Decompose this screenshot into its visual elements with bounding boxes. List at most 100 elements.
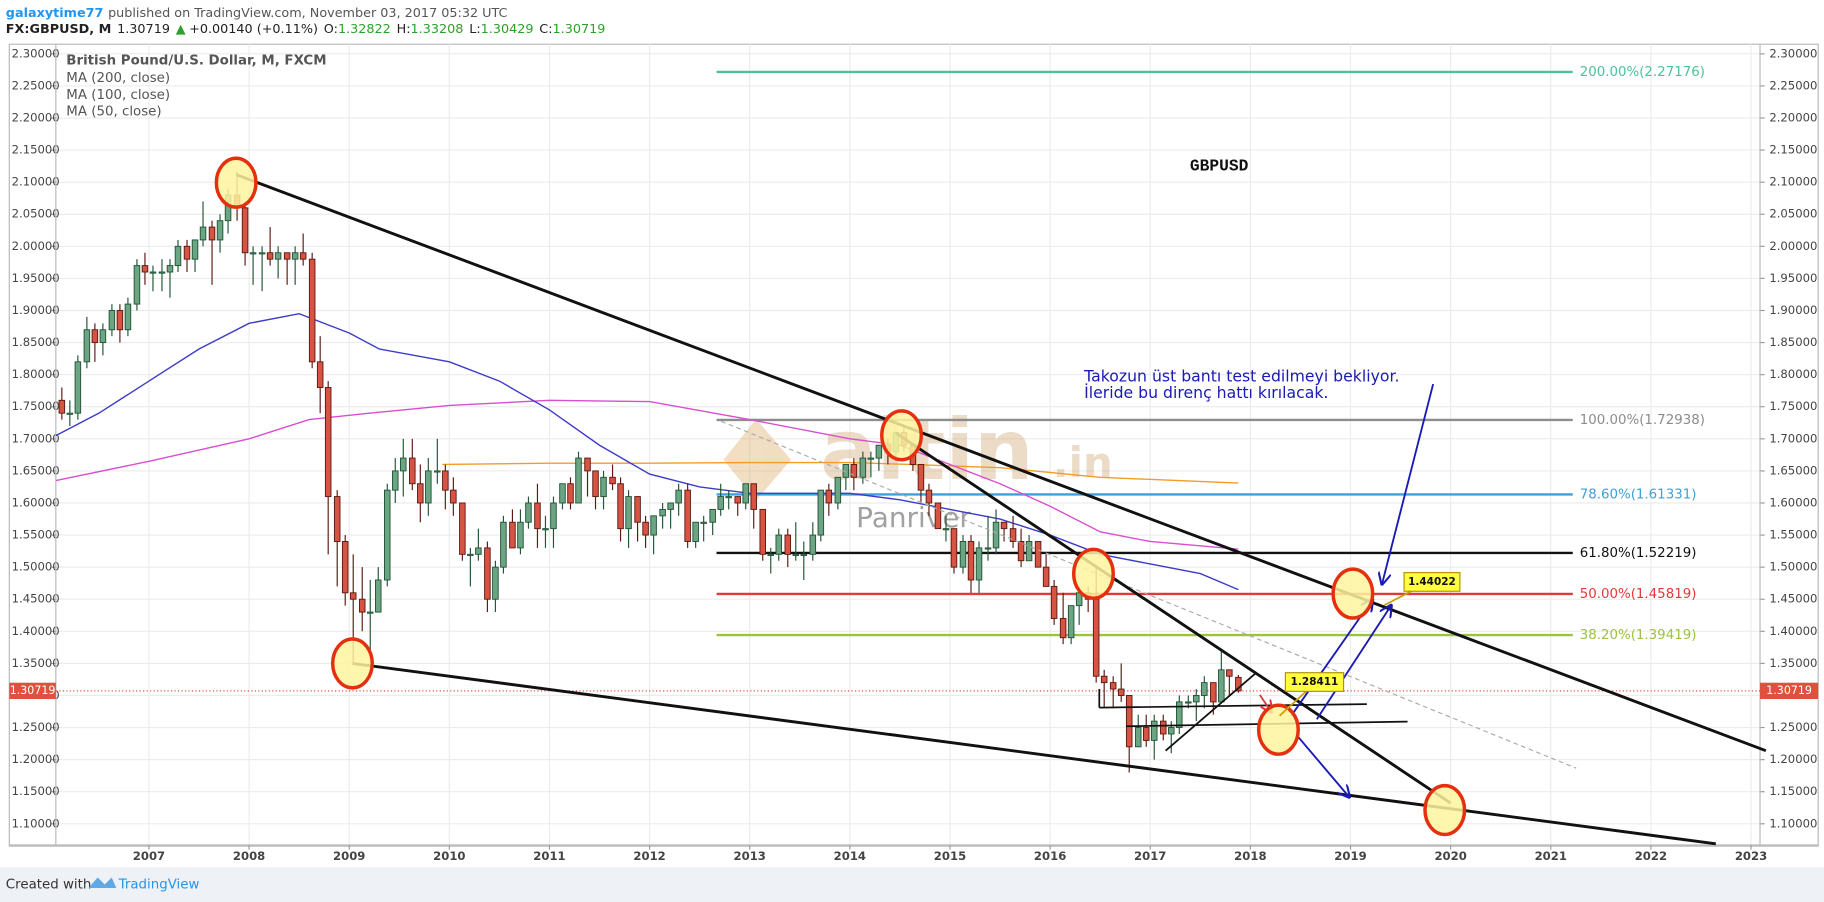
x-tick-label: 2010 xyxy=(433,849,465,863)
candle-body xyxy=(1235,676,1242,692)
legend-title: British Pound/U.S. Dollar, M, FXCM xyxy=(66,54,326,69)
candle-body xyxy=(1168,727,1175,735)
x-tick-label: 2013 xyxy=(734,849,766,863)
fib-label: 100.00%(1.72938) xyxy=(1580,413,1705,428)
candle-body xyxy=(316,361,324,388)
candle-body xyxy=(124,303,132,331)
candle-body xyxy=(1009,528,1017,542)
candle-body xyxy=(509,521,516,549)
y-tick-label: 1.40000 xyxy=(12,624,60,638)
candle-body xyxy=(374,579,382,613)
y-tick-label: 2.20000 xyxy=(12,111,60,125)
candle-body xyxy=(141,265,149,273)
x-tick-label: 2016 xyxy=(1034,849,1066,863)
candle-body xyxy=(1142,727,1150,741)
callout-text: 1.44022 xyxy=(1408,576,1456,588)
brand[interactable]: TradingView xyxy=(118,878,200,893)
trend-line xyxy=(1098,689,1367,709)
moving-average xyxy=(55,312,1239,591)
candle-body xyxy=(91,329,99,344)
x-tick-label: 2023 xyxy=(1735,849,1767,863)
brand-icon xyxy=(88,877,117,889)
candle-body xyxy=(984,547,992,550)
y-tick-label: 1.80000 xyxy=(1769,367,1817,381)
candle-body xyxy=(675,489,682,504)
candle-body xyxy=(249,252,257,255)
y-tick-label: 1.50000 xyxy=(1769,560,1817,574)
drawings xyxy=(214,156,1767,846)
symbol: FX:GBPUSD, M xyxy=(6,22,111,37)
quote-line: FX:GBPUSD, M 1.30719 ▲ +0.00140 (+0.11%) O:1… xyxy=(6,22,606,37)
candle-body xyxy=(500,521,507,568)
grid: 1.10000 1.10000 1.15000 1.15000 1.20000 1.200… xyxy=(9,44,1819,863)
candle-body xyxy=(384,489,391,581)
candle-body xyxy=(116,310,124,331)
plot xyxy=(55,70,1761,773)
footer-text: Created with xyxy=(6,878,92,893)
candle-body xyxy=(767,553,775,556)
legend-entry: MA (100, close) xyxy=(66,88,170,103)
x-tick-label: 2008 xyxy=(233,849,265,863)
callout-pointer xyxy=(1279,688,1310,717)
candle-body xyxy=(409,457,416,485)
close-label: C: xyxy=(539,22,552,37)
trend-line xyxy=(721,420,1577,769)
candle-body xyxy=(625,496,632,530)
y-tick-label: 1.90000 xyxy=(12,303,60,317)
candle-body xyxy=(442,470,449,491)
candle-body xyxy=(425,470,432,504)
candle-body xyxy=(74,361,82,414)
trend-line xyxy=(1165,672,1257,752)
candle-body xyxy=(392,470,399,491)
author[interactable]: galaxytime77 xyxy=(6,5,104,20)
highlight-circle xyxy=(1423,783,1467,837)
open-label: O: xyxy=(324,22,338,37)
moving-average xyxy=(55,399,1239,550)
candle-body xyxy=(600,476,607,498)
candle-body xyxy=(542,528,549,531)
candle-body xyxy=(875,444,883,459)
candle-body xyxy=(750,483,757,510)
candle-body xyxy=(216,220,224,241)
candle-body xyxy=(475,547,482,555)
x-tick-label: 2007 xyxy=(133,849,165,863)
y-tick-label: 2.00000 xyxy=(12,239,60,253)
y-tick-label: 1.55000 xyxy=(1769,528,1817,542)
highlight-circle xyxy=(1256,703,1300,756)
candle-body xyxy=(1109,682,1117,690)
candle-body xyxy=(567,483,574,504)
fib-label: 61.80%(1.52219) xyxy=(1580,546,1697,561)
y-tick-label: 2.15000 xyxy=(1769,143,1817,157)
candle-body xyxy=(358,598,366,613)
candle-body xyxy=(467,553,474,556)
candle-body xyxy=(191,239,199,260)
candle-body xyxy=(1100,675,1108,684)
candle-body xyxy=(550,502,557,530)
candle-body xyxy=(308,258,316,363)
candle-body xyxy=(1017,541,1025,562)
candle-body xyxy=(1218,669,1225,703)
y-tick-label: 2.10000 xyxy=(1769,175,1817,189)
candle-body xyxy=(1050,585,1058,619)
candle-body xyxy=(133,265,141,305)
candle-body xyxy=(1226,669,1233,677)
x-tick-label: 2015 xyxy=(934,849,966,863)
callout-box xyxy=(1284,672,1345,692)
y-tick-label: 1.75000 xyxy=(12,399,60,413)
candle-body xyxy=(942,528,950,531)
candle-body xyxy=(166,265,174,273)
x-tick-label: 2020 xyxy=(1434,849,1466,863)
y-tick-label: 1.10000 xyxy=(1769,816,1817,830)
note: Takozun üst bantı test edilmeyi bekliyor… xyxy=(1083,367,1399,386)
y-tick-label: 2.25000 xyxy=(1769,78,1817,92)
y-tick-label: 1.70000 xyxy=(1769,431,1817,445)
candle-body xyxy=(58,399,66,414)
candle-body xyxy=(366,611,374,614)
candle-body xyxy=(967,541,975,581)
candle-body xyxy=(867,457,875,460)
x-tick-label: 2018 xyxy=(1234,849,1266,863)
y-tick-label: 1.25000 xyxy=(12,720,60,734)
published: published on TradingView.com, November 0… xyxy=(108,5,507,20)
callout-pointer xyxy=(1383,589,1414,606)
candle-body xyxy=(1000,521,1008,530)
